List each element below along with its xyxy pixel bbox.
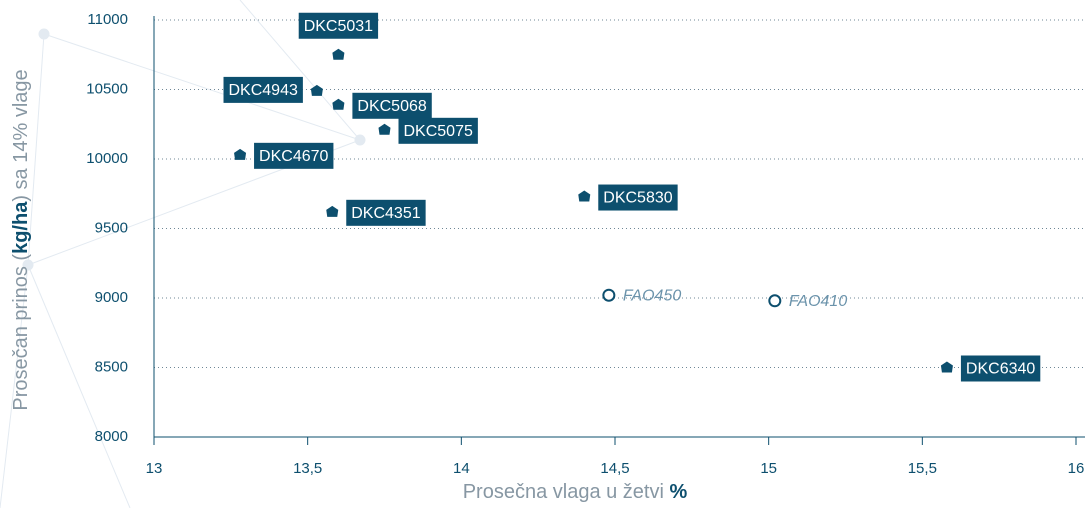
label-background (352, 92, 432, 119)
y-axis-title-unit: kg/ha (10, 201, 32, 254)
point-label-box: DKC5068 (352, 92, 432, 119)
point-label: DKC5031 (304, 18, 373, 35)
x-tick-label: 16 (1068, 460, 1085, 477)
label-background (254, 142, 334, 169)
background-decoration (0, 0, 366, 508)
point-label-box: DKC5031 (298, 12, 379, 39)
point (768, 294, 782, 308)
label-background (398, 117, 478, 144)
point (332, 98, 345, 110)
y-tick-label: 8500 (95, 358, 128, 375)
point (602, 288, 616, 302)
point (940, 361, 953, 373)
label-background (960, 355, 1041, 382)
point-label: DKC5830 (603, 190, 672, 207)
point (310, 84, 323, 96)
point (326, 205, 339, 217)
x-tick-label: 14 (453, 460, 470, 477)
point-label-box: DKC4943 (223, 76, 303, 103)
point-label: DKC4670 (259, 148, 328, 165)
x-tick-label: 15,5 (908, 460, 937, 477)
y-tick-label: 9000 (95, 289, 128, 306)
y-tick-label: 8000 (95, 428, 128, 445)
point (332, 48, 345, 60)
point-label: FAO410 (789, 293, 848, 310)
y-tick-label: 10000 (86, 150, 128, 167)
y-axis-title-part: Prosečan prinos ( (10, 254, 32, 411)
point (234, 148, 247, 160)
point-label-box: DKC5075 (398, 117, 478, 144)
x-axis-title-unit: % (669, 481, 687, 503)
y-tick-label: 9500 (95, 219, 128, 236)
label-background (223, 76, 303, 103)
point-label: DKC5068 (357, 98, 426, 115)
x-axis-title-part: Prosečna vlaga u žetvi (463, 481, 670, 503)
label-background (298, 12, 379, 39)
y-tick-label: 10500 (86, 80, 128, 97)
point (378, 123, 391, 135)
x-axis-title: Prosečna vlaga u žetvi % (463, 481, 688, 503)
point-label: DKC4943 (229, 82, 298, 99)
y-tick-label: 11000 (87, 11, 128, 28)
x-tick-label: 13,5 (293, 460, 322, 477)
point-label: DKC5075 (404, 123, 473, 140)
point-label: DKC6340 (966, 361, 1035, 378)
y-axis-title: Prosečan prinos (kg/ha) sa 14% vlage (10, 69, 32, 410)
point-label: DKC4351 (351, 205, 420, 222)
point-label-box: DKC4670 (254, 142, 334, 169)
point-label-box: DKC6340 (960, 355, 1041, 382)
point-label-box: DKC4351 (346, 199, 426, 226)
x-tick-label: 15 (760, 460, 777, 477)
y-axis-title-part: ) sa 14% vlage (10, 69, 32, 201)
point (578, 190, 591, 202)
label-background (346, 199, 426, 226)
x-tick-label: 13 (146, 460, 163, 477)
label-background (598, 184, 678, 211)
point-label-box: DKC5830 (598, 184, 678, 211)
x-tick-label: 14,5 (600, 460, 629, 477)
point-label: FAO450 (623, 287, 682, 304)
